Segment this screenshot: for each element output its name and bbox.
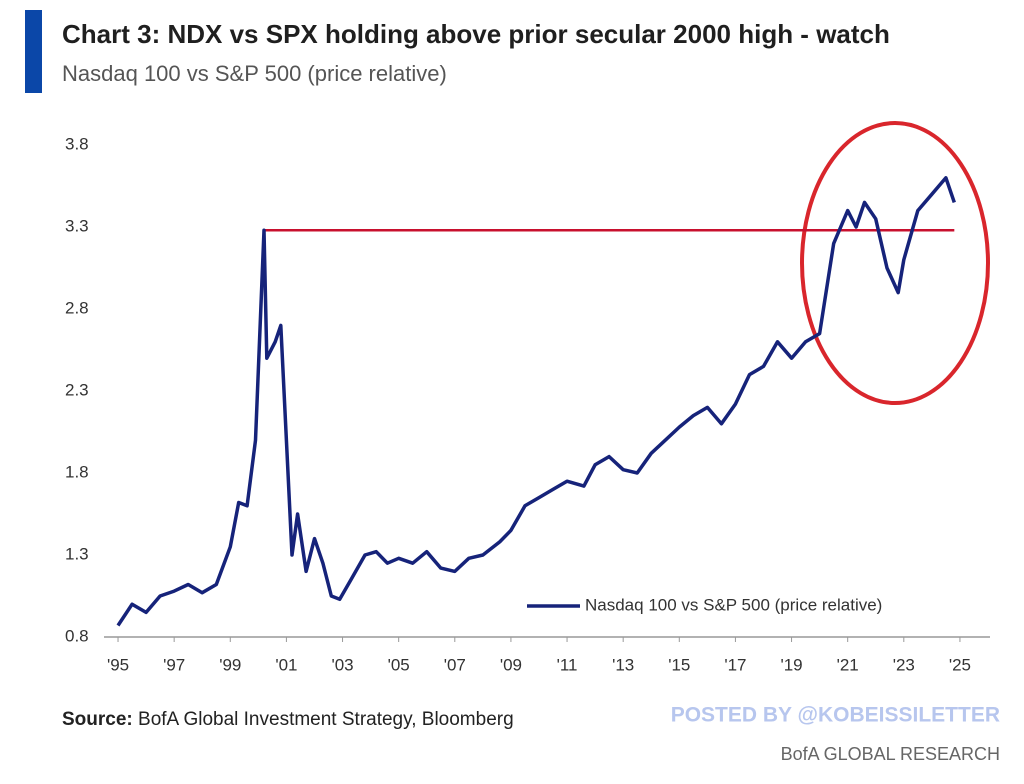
x-tick-label: '95 xyxy=(107,655,129,674)
x-tick-label: '17 xyxy=(724,655,746,674)
x-tick-label: '03 xyxy=(331,655,353,674)
x-tick-label: '09 xyxy=(500,655,522,674)
y-tick-label: 1.3 xyxy=(65,544,89,563)
title-accent xyxy=(25,10,42,93)
y-tick-label: 2.3 xyxy=(65,380,89,399)
watermark: POSTED BY @KOBEISSILETTER xyxy=(671,704,1000,727)
source-label: Source: xyxy=(62,709,133,730)
y-tick-label: 3.3 xyxy=(65,216,89,235)
chart-title: Chart 3: NDX vs SPX holding above prior … xyxy=(62,19,890,49)
x-tick-label: '99 xyxy=(219,655,241,674)
y-tick-label: 1.8 xyxy=(65,462,89,481)
highlight-ellipse xyxy=(800,121,990,405)
series-line xyxy=(116,176,956,627)
x-tick-label: '01 xyxy=(275,655,297,674)
source-text: BofA Global Investment Strategy, Bloombe… xyxy=(138,709,514,730)
legend-label: Nasdaq 100 vs S&P 500 (price relative) xyxy=(585,595,882,614)
x-tick-label: '11 xyxy=(557,655,578,674)
y-tick-label: 3.8 xyxy=(65,134,89,153)
x-tick-label: '05 xyxy=(388,655,410,674)
y-tick-label: 2.8 xyxy=(65,298,89,317)
x-tick-label: '15 xyxy=(668,655,690,674)
chart-subtitle: Nasdaq 100 vs S&P 500 (price relative) xyxy=(62,61,447,86)
x-tick-label: '21 xyxy=(837,655,859,674)
credit: BofA GLOBAL RESEARCH xyxy=(781,744,1000,764)
x-tick-label: '19 xyxy=(780,655,802,674)
x-tick-label: '97 xyxy=(163,655,185,674)
source-note: Source: BofA Global Investment Strategy,… xyxy=(62,709,514,730)
x-tick-label: '07 xyxy=(444,655,466,674)
x-tick-label: '23 xyxy=(893,655,915,674)
y-tick-label: 0.8 xyxy=(65,626,89,645)
x-tick-label: '13 xyxy=(612,655,634,674)
x-tick-label: '25 xyxy=(949,655,971,674)
